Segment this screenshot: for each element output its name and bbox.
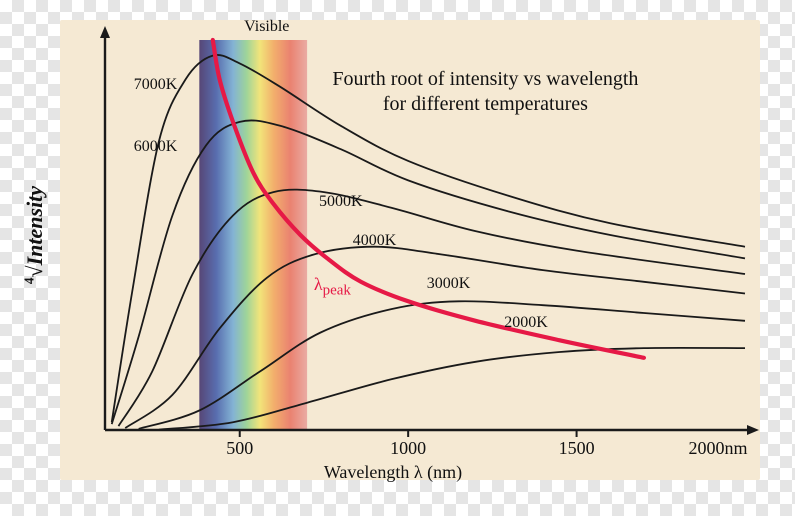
temperature-curve-label: 6000K: [134, 138, 178, 156]
x-tick-label: 1000: [390, 438, 426, 459]
figure-root: 4√Intensity Wavelength λ (nm) Fourth roo…: [0, 0, 795, 516]
lambda-symbol: λ: [314, 274, 323, 294]
x-tick-label: 1500: [559, 438, 595, 459]
chart-title: Fourth root of intensity vs wavelength f…: [332, 67, 638, 117]
lambda-peak-label: λpeak: [314, 274, 351, 300]
y-axis-label: 4√Intensity: [22, 186, 48, 284]
x-axis-label: Wavelength λ (nm): [324, 462, 462, 483]
peak-subscript: peak: [323, 283, 351, 299]
temperature-curve-label: 3000K: [427, 275, 471, 293]
temperature-curve-label: 5000K: [319, 193, 363, 211]
radical-symbol: 4√: [22, 265, 47, 284]
temperature-curve-label: 4000K: [353, 232, 397, 250]
temperature-curve-label: 2000K: [504, 314, 548, 332]
temperature-curve-label: 7000K: [134, 76, 178, 94]
y-axis-text: Intensity: [22, 186, 47, 265]
visible-band-label: Visible: [244, 18, 289, 36]
x-tick-label: 500: [226, 438, 253, 459]
x-end-label: 2000nm: [689, 438, 748, 459]
